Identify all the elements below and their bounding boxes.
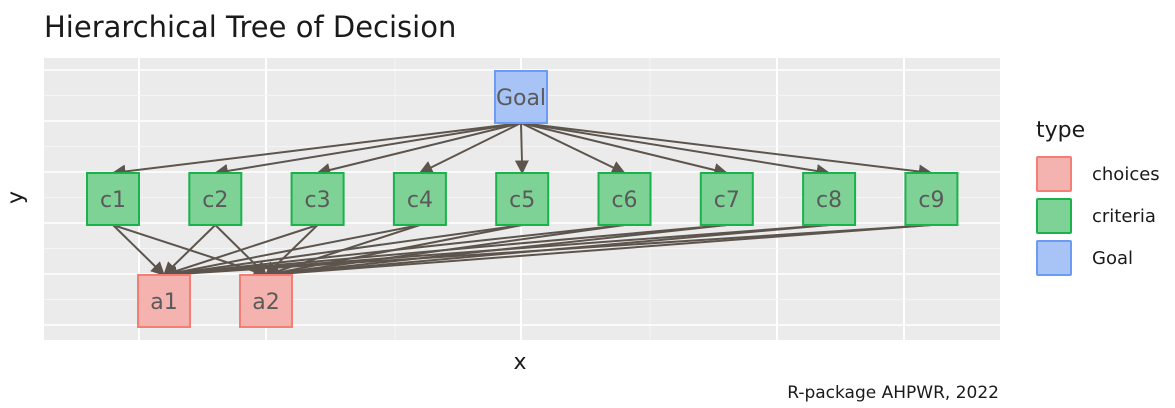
edge-c9-a1: [162, 224, 932, 282]
edge-Goal-c6: [520, 122, 626, 174]
node-label-c3: c3: [305, 188, 331, 213]
legend-key-goal: [1036, 240, 1072, 276]
legend-title: type: [1036, 118, 1086, 143]
node-a1: a1: [137, 274, 191, 328]
node-box-c2: [188, 172, 243, 226]
node-box-c3: [290, 172, 345, 226]
node-box-c4: [392, 172, 447, 226]
edge-c1-a1: [112, 224, 165, 276]
edge-Goal-c5: [514, 122, 529, 175]
edge-Goal-c2: [213, 122, 522, 178]
legend-label-goal: Goal: [1092, 247, 1133, 269]
node-box-Goal: [494, 70, 548, 124]
node-box-c9: [904, 172, 959, 226]
node-label-c2: c2: [202, 188, 228, 213]
node-c3: c3: [290, 172, 345, 226]
node-box-c5: [495, 172, 550, 226]
node-label-c6: c6: [611, 188, 637, 213]
chart-title: Hierarchical Tree of Decision: [44, 10, 457, 44]
legend-key-choices: [1036, 156, 1072, 192]
node-label-c4: c4: [407, 188, 433, 213]
node-box-c8: [802, 172, 857, 226]
node-box-c1: [86, 172, 140, 226]
node-c6: c6: [597, 172, 652, 226]
node-c4: c4: [392, 172, 447, 226]
edge-c7-a1: [162, 224, 727, 281]
edge-c8-a1: [162, 224, 830, 282]
node-box-c7: [699, 172, 754, 226]
edge-c9-a2: [264, 224, 932, 282]
node-label-a1: a1: [150, 290, 177, 315]
edge-Goal-c7: [520, 122, 729, 177]
node-c5: c5: [495, 172, 550, 226]
node-c7: c7: [699, 172, 754, 226]
node-label-c9: c9: [918, 188, 944, 213]
edge-Goal-c9: [520, 122, 933, 179]
caption: R-package AHPWR, 2022: [787, 383, 999, 403]
node-label-c8: c8: [816, 188, 842, 213]
y-axis-label: y: [3, 190, 29, 205]
node-label-c1: c1: [100, 188, 126, 213]
edge-Goal-c1: [111, 122, 522, 179]
edge-c3-a1: [162, 224, 318, 278]
node-label-c7: c7: [714, 188, 740, 213]
x-axis-label: x: [513, 350, 527, 375]
legend-item-choices: choices: [1036, 153, 1160, 195]
node-label-c5: c5: [509, 188, 535, 213]
node-Goal: Goal: [494, 70, 548, 124]
edge-c4-a1: [162, 224, 421, 280]
node-box-c6: [597, 172, 652, 226]
node-box-a2: [239, 274, 293, 328]
edge-c6-a1: [162, 224, 625, 281]
node-label-a2: a2: [252, 290, 279, 315]
node-c9: c9: [904, 172, 959, 226]
legend-label-choices: choices: [1092, 163, 1160, 185]
node-box-a1: [137, 274, 191, 328]
node-c1: c1: [86, 172, 140, 226]
legend-item-criteria: criteria: [1036, 195, 1160, 237]
node-a2: a2: [239, 274, 293, 328]
nodes: Goal c1 c2 c3 c4 c5 c6 c7 c8 c9 a1 a2: [86, 70, 959, 328]
legend-label-criteria: criteria: [1092, 205, 1156, 227]
legend: type choices criteria Goal: [1036, 118, 1160, 279]
node-c8: c8: [802, 172, 857, 226]
edge-Goal-c4: [418, 122, 522, 174]
edge-Goal-c8: [520, 122, 831, 178]
legend-key-criteria: [1036, 198, 1072, 234]
node-label-Goal: Goal: [496, 86, 546, 111]
edge-c5-a1: [162, 224, 523, 281]
legend-item-goal: Goal: [1036, 237, 1160, 279]
edges: [111, 122, 933, 282]
node-c2: c2: [188, 172, 243, 226]
edge-Goal-c3: [316, 122, 522, 177]
